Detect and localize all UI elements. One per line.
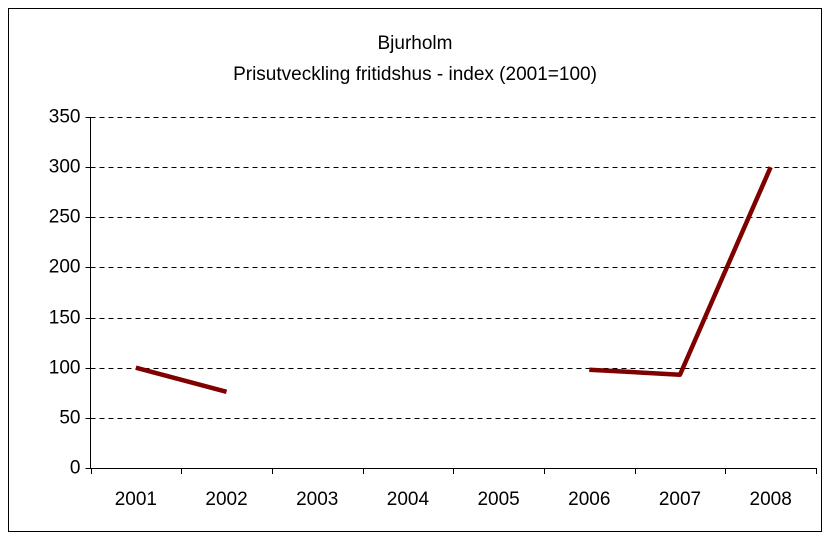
series-line (135, 166, 773, 394)
x-tick-label: 2005 (477, 489, 519, 510)
y-tick-label: 100 (49, 358, 81, 379)
y-tick-label: 50 (59, 408, 80, 429)
x-tick-label: 2002 (205, 489, 247, 510)
y-tick-label: 350 (49, 107, 81, 128)
y-tick-label: 150 (49, 308, 81, 329)
x-tick-label: 2004 (387, 489, 430, 510)
x-tick-label: 2008 (750, 489, 792, 510)
chart-title: Bjurholm (378, 33, 453, 54)
x-tick-label: 2007 (659, 489, 701, 510)
chart-frame (8, 8, 822, 532)
y-tick-label: 300 (49, 157, 81, 178)
y-tick-label: 200 (49, 257, 81, 278)
x-tick-label: 2001 (115, 489, 157, 510)
chart-subtitle: Prisutveckling fritidshus - index (2001=… (233, 64, 597, 85)
x-tick-label: 2006 (568, 489, 610, 510)
y-tick-label: 0 (70, 458, 81, 479)
x-tick-label: 2003 (296, 489, 338, 510)
y-tick-label: 250 (49, 207, 81, 228)
